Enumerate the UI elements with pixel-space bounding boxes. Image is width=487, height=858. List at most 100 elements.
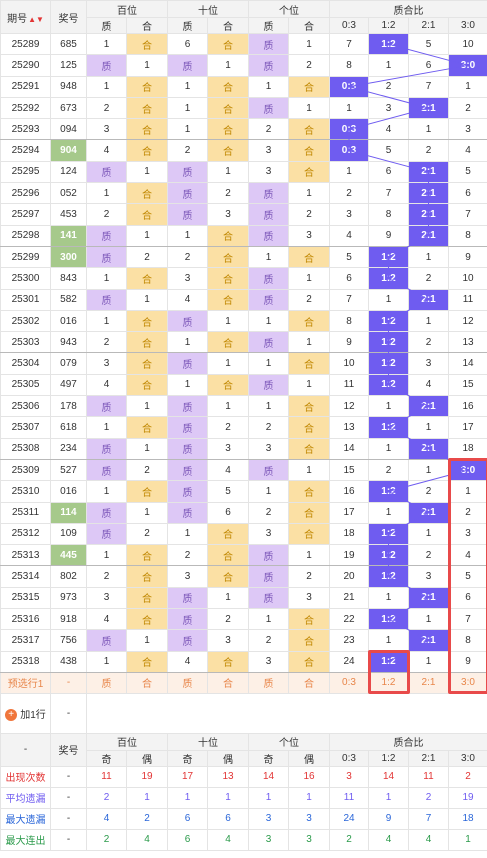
ratio-header-2: 2:1 [408,17,449,34]
prize-cell: 109 [50,522,87,546]
ratio-cell: 2:1 [408,288,449,311]
add-row-value: - [50,692,87,734]
position-cell: 1 [86,544,127,567]
position-cell: 质 [86,437,127,460]
ratio-cell: 2 [368,75,409,98]
position-cell: 合 [126,352,168,375]
ratio-cell: 1:2 [368,373,409,397]
position-cell: 合 [207,224,249,247]
position-cell: 1 [126,629,168,652]
predict-cell[interactable]: 合 [288,671,330,694]
predict-cell[interactable]: 质 [248,671,289,694]
position-cell: 4 [86,608,127,631]
footer-dash: - [0,732,51,767]
issue-cell: 25305 [0,373,51,397]
position-cell: 质 [167,203,208,226]
stats-value: 4 [408,828,449,851]
sub-header-3: 合 [207,17,249,34]
ratio-cell: 12 [448,309,487,333]
table-row: 25290 125 质 1 质 1 质 2 8 1 6 3:0 [0,54,487,77]
footer-ratio-header-1: 1:2 [368,749,409,767]
ratio-cell: 1 [408,522,449,546]
stats-value: 11 [408,765,449,788]
table-row: 25298 141 质 1 1 合质 3 4 9 2:1 8 [0,224,487,247]
ratio-cell: 1 [368,437,409,460]
ratio-cell: 1 [368,629,409,652]
prize-cell: 141 [50,224,87,247]
prize-cell: 453 [50,203,87,226]
ratio-cell: 2:1 [408,395,449,418]
table-row: 25304 079 3 合质 1 1 合 10 1:2 3 14 [0,352,487,375]
stats-value: 3 [288,828,330,851]
position-cell: 合 [288,416,330,439]
ratio-cell: 2:1 [408,224,449,247]
stats-value: 4 [86,807,127,830]
position-cell: 1 [126,160,168,184]
ratio-cell: 18 [448,437,487,460]
ratio-cell: 3 [329,203,369,226]
sub-header-1: 合 [126,17,168,34]
sort-icon[interactable]: ▲▼ [28,14,44,24]
position-cell: 1 [86,32,127,56]
predict-cell[interactable]: 1:2 [368,671,409,694]
prize-cell: 582 [50,288,87,311]
position-cell: 2 [167,245,208,269]
ratio-cell: 7 [408,75,449,98]
prize-cell: 125 [50,54,87,77]
ratio-cell: 1 [408,416,449,439]
position-cell: 合 [288,75,330,98]
prize-cell: 094 [50,118,87,141]
plus-icon[interactable]: + [5,709,18,722]
position-cell: 合 [207,565,249,588]
prize-cell: 497 [50,373,87,397]
issue-cell: 25304 [0,352,51,375]
stats-value: 1 [126,786,168,809]
predict-cell[interactable]: 0:3 [329,671,369,694]
stats-value: 6 [167,828,208,851]
stats-value: 1 [248,786,289,809]
position-cell: 1 [288,267,330,290]
ratio-cell: 7 [329,32,369,56]
predict-cell[interactable]: 2:1 [408,671,449,694]
position-cell: 2 [207,608,249,631]
predict-cell[interactable]: 合 [126,671,168,694]
position-cell: 质 [167,352,208,375]
position-cell: 5 [207,480,249,503]
position-cell: 1 [248,75,289,98]
ratio-cell: 8 [329,309,369,333]
position-cell: 合 [207,331,249,354]
position-cell: 质 [248,267,289,290]
issue-header[interactable]: 期号▲▼ [0,0,51,34]
position-cell: 质 [248,203,289,226]
issue-header-label: 期号 [7,13,28,25]
prize-cell: 016 [50,309,87,333]
position-cell: 合 [126,96,168,120]
position-cell: 质 [248,54,289,77]
position-cell: 质 [248,288,289,311]
ratio-cell: 19 [329,544,369,567]
ratio-cell: 3 [408,352,449,375]
predict-cell[interactable]: 3:0 [448,671,487,694]
ratio-cell: 2:1 [408,160,449,184]
prize-cell: 445 [50,544,87,567]
position-cell: 3 [86,118,127,141]
position-cell: 2 [86,203,127,226]
predict-cell[interactable]: 质 [86,671,127,694]
position-cell: 1 [207,586,249,610]
position-cell: 质 [86,54,127,77]
prize-cell: 685 [50,32,87,56]
ratio-cell: 4 [448,139,487,162]
add-row-button[interactable]: + 加1行 [0,692,51,734]
table-row: 25289 685 1 合 6 合质 1 7 1:2 5 10 [0,32,487,56]
predict-cell[interactable]: 合 [207,671,249,694]
position-cell: 2 [248,118,289,141]
ratio-cell: 1 [368,54,409,77]
ratio-header-1: 1:2 [368,17,409,34]
ratio-cell: 1 [408,118,449,141]
predict-cell[interactable]: 质 [167,671,208,694]
position-cell: 1 [248,309,289,333]
position-cell: 合 [207,288,249,311]
ratio-cell: 24 [329,650,369,673]
position-cell: 1 [288,458,330,482]
stats-value: 2 [408,786,449,809]
